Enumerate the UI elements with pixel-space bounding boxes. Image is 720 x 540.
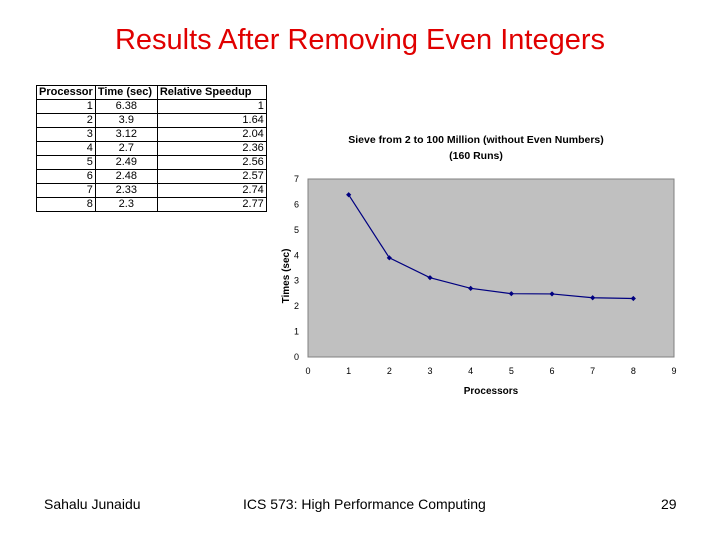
x-tick-label: 8 — [631, 366, 636, 376]
y-tick-label: 3 — [294, 276, 299, 286]
x-tick-label: 3 — [427, 366, 432, 376]
table-header-row: Processor Time (sec) Relative Speedup — [36, 85, 267, 100]
x-tick-label: 2 — [387, 366, 392, 376]
y-axis-label: Times (sec) — [281, 249, 292, 304]
y-tick-label: 1 — [294, 327, 299, 337]
x-tick-label: 5 — [509, 366, 514, 376]
y-tick-label: 6 — [294, 199, 299, 209]
table-cell-time: 2.7 — [94, 141, 158, 156]
table-cell-processor: 5 — [36, 155, 96, 170]
table-cell-speedup: 2.77 — [156, 197, 267, 212]
x-tick-labels: 0 1 2 3 4 5 6 7 8 9 — [305, 366, 676, 376]
table-row: 5 2.49 2.56 — [36, 155, 267, 170]
data-point-marker — [590, 295, 596, 301]
y-tick-label: 0 — [294, 352, 299, 362]
table-cell-time: 3.12 — [94, 127, 158, 142]
column-header-speedup: Relative Speedup — [156, 85, 267, 100]
table-cell-speedup: 2.04 — [156, 127, 267, 142]
table-row: 3 3.12 2.04 — [36, 127, 267, 142]
table-cell-time: 2.48 — [94, 169, 158, 184]
table-cell-speedup: 2.56 — [156, 155, 267, 170]
x-tick-label: 7 — [590, 366, 595, 376]
x-tick-label: 0 — [305, 366, 310, 376]
table-cell-processor: 1 — [36, 99, 96, 114]
footer-author: Sahalu Junaidu — [44, 496, 141, 512]
x-axis-label: Processors — [464, 386, 519, 397]
table-row: 7 2.33 2.74 — [36, 183, 267, 198]
y-tick-label: 4 — [294, 250, 299, 260]
table-cell-processor: 4 — [36, 141, 96, 156]
table-cell-processor: 2 — [36, 113, 96, 128]
x-tick-label: 6 — [549, 366, 554, 376]
table-cell-speedup: 1.64 — [156, 113, 267, 128]
data-point-marker — [549, 291, 555, 297]
x-tick-label: 9 — [671, 366, 676, 376]
footer-course: ICS 573: High Performance Computing — [243, 496, 486, 512]
data-point-marker — [508, 291, 514, 297]
table-cell-time: 2.49 — [94, 155, 158, 170]
table-cell-speedup: 2.74 — [156, 183, 267, 198]
x-tick-label: 4 — [468, 366, 473, 376]
chart-title-line-2: (160 Runs) — [449, 150, 503, 162]
data-point-marker — [630, 295, 636, 302]
table-cell-processor: 8 — [36, 197, 96, 212]
results-table: Processor Time (sec) Relative Speedup 1 … — [36, 85, 267, 212]
table-cell-processor: 6 — [36, 169, 96, 184]
line-chart: Sieve from 2 to 100 Million (without Eve… — [281, 134, 677, 397]
table-cell-time: 2.3 — [94, 197, 158, 212]
table-cell-time: 6.38 — [94, 99, 158, 114]
table-row: 4 2.7 2.36 — [36, 141, 267, 156]
table-row: 2 3.9 1.64 — [36, 113, 267, 128]
slide-title: Results After Removing Even Integers — [114, 24, 605, 56]
table-cell-processor: 3 — [36, 127, 96, 142]
x-tick-label: 1 — [346, 366, 351, 376]
table-row: 6 2.48 2.57 — [36, 169, 267, 184]
series-line — [348, 194, 634, 300]
footer-page-number: 29 — [661, 496, 677, 512]
column-header-processor: Processor — [36, 85, 96, 100]
plot-area — [307, 178, 675, 358]
table-cell-time: 3.9 — [94, 113, 158, 128]
table-cell-processor: 7 — [36, 183, 96, 198]
table-row: 8 2.3 2.77 — [36, 197, 267, 212]
y-tick-label: 5 — [294, 225, 299, 235]
chart-title-line-1: Sieve from 2 to 100 Million (without Eve… — [348, 134, 604, 146]
column-header-time: Time (sec) — [94, 85, 158, 100]
table-cell-speedup: 1 — [156, 99, 267, 114]
table-row: 1 6.38 1 — [36, 99, 267, 114]
table-cell-time: 2.33 — [94, 183, 158, 198]
table-cell-speedup: 2.57 — [156, 169, 267, 184]
data-point-marker — [427, 275, 433, 281]
y-tick-labels: 0 1 2 3 4 5 6 7 — [294, 174, 299, 362]
y-tick-label: 2 — [294, 301, 299, 311]
y-tick-label: 7 — [294, 174, 299, 184]
table-cell-speedup: 2.36 — [156, 141, 267, 156]
